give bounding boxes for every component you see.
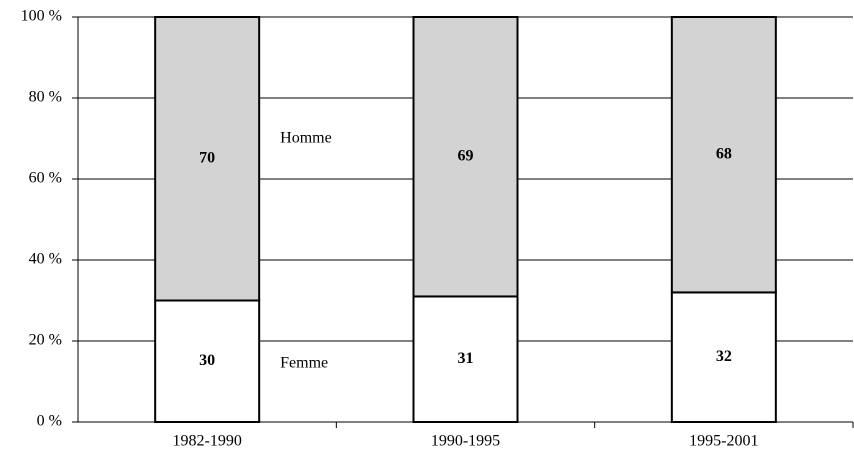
y-tick-label: 80 % xyxy=(29,89,62,106)
bar-segment xyxy=(412,16,519,298)
bar-segment xyxy=(154,299,261,423)
y-tick-label: 100 % xyxy=(21,8,62,25)
value-label: 68 xyxy=(716,145,732,162)
bar-segment xyxy=(154,16,261,302)
legend-label: Homme xyxy=(280,130,332,147)
value-label: 32 xyxy=(716,348,732,365)
bar-segment xyxy=(412,295,519,424)
bar-segment xyxy=(670,16,777,294)
y-tick-label: 0 % xyxy=(37,413,62,430)
value-label: 70 xyxy=(199,149,215,166)
y-tick-label: 60 % xyxy=(29,170,62,187)
legend-label: Femme xyxy=(280,355,328,372)
y-tick-label: 20 % xyxy=(29,332,62,349)
value-label: 30 xyxy=(199,352,215,369)
x-tick-label: 1990-1995 xyxy=(431,433,500,450)
x-tick-label: 1995-2001 xyxy=(689,433,758,450)
y-tick-label: 40 % xyxy=(29,251,62,268)
bar-segment xyxy=(670,291,777,423)
x-tick-label: 1982-1990 xyxy=(173,433,242,450)
value-label: 31 xyxy=(458,350,474,367)
value-label: 69 xyxy=(458,147,474,164)
